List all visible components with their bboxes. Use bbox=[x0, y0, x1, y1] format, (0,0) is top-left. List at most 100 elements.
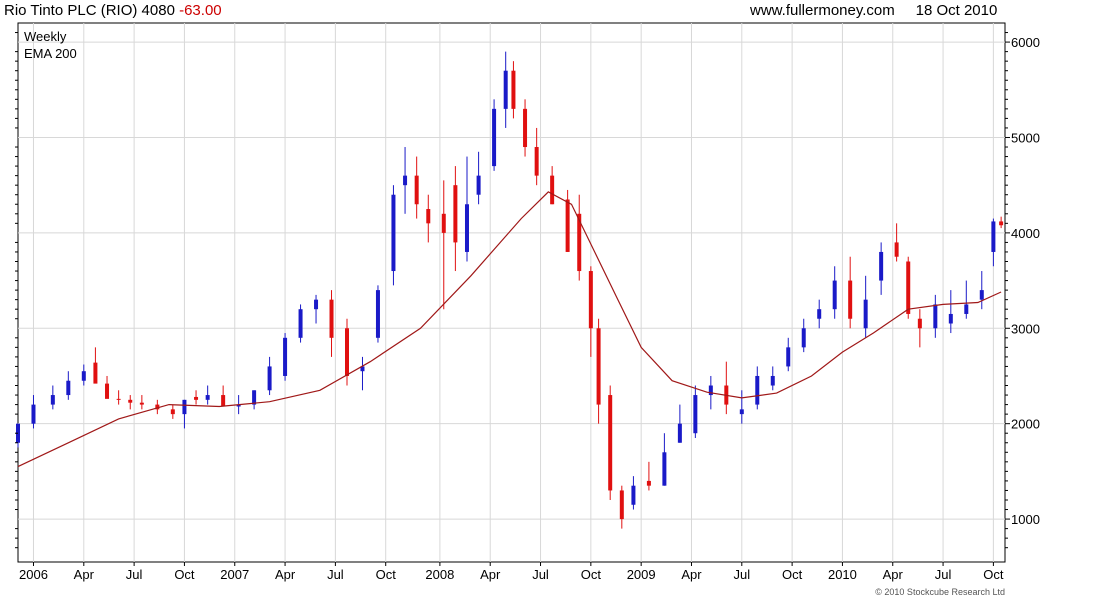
candle-body bbox=[81, 371, 86, 381]
candle-body bbox=[879, 251, 884, 281]
candle-body bbox=[786, 347, 791, 367]
candle-body bbox=[391, 194, 396, 272]
x-tick-label: 2008 bbox=[425, 567, 454, 582]
site-link[interactable]: www.fullermoney.com bbox=[750, 2, 895, 19]
x-tick-label: Oct bbox=[581, 567, 602, 582]
x-tick-label: Apr bbox=[480, 567, 501, 582]
x-tick-label: Oct bbox=[983, 567, 1004, 582]
candle-body bbox=[523, 108, 528, 148]
candle-body bbox=[403, 175, 408, 186]
candle-body bbox=[693, 395, 698, 434]
chart-header-left: Rio Tinto PLC (RIO) 4080 -63.00 bbox=[4, 2, 222, 19]
candle-body bbox=[66, 380, 71, 396]
candle-body bbox=[139, 402, 144, 405]
legend-ema: EMA 200 bbox=[24, 46, 77, 61]
candle-body bbox=[999, 221, 1004, 226]
candle-body bbox=[894, 242, 899, 257]
price-change: -63.00 bbox=[179, 2, 222, 19]
candle-body bbox=[236, 404, 241, 407]
candle-body bbox=[170, 409, 175, 415]
candle-body bbox=[194, 396, 199, 400]
candle-body bbox=[375, 290, 380, 338]
candle-body bbox=[863, 299, 868, 329]
candle-body bbox=[631, 485, 636, 505]
ema-layer bbox=[17, 191, 1002, 468]
candle-body bbox=[991, 221, 996, 252]
chart-title: Rio Tinto PLC (RIO) bbox=[4, 2, 138, 19]
candle-body bbox=[464, 204, 469, 252]
legend-weekly: Weekly bbox=[24, 29, 67, 44]
x-tick-label: Apr bbox=[883, 567, 904, 582]
candle-body bbox=[979, 290, 984, 300]
candle-body bbox=[619, 490, 624, 520]
candle-body bbox=[588, 271, 593, 329]
x-tick-label: Jul bbox=[327, 567, 344, 582]
candle-body bbox=[492, 108, 497, 167]
y-tick-label: 1000 bbox=[1011, 512, 1040, 527]
chart-date: 18 Oct 2010 bbox=[915, 2, 998, 19]
candle-body bbox=[50, 395, 55, 405]
candle-body bbox=[948, 313, 953, 324]
candle-body bbox=[577, 213, 582, 272]
candle-body bbox=[755, 375, 760, 405]
candles-layer bbox=[16, 51, 1004, 529]
candle-body bbox=[770, 375, 775, 386]
x-tick-label: Oct bbox=[782, 567, 803, 582]
x-tick-label: 2009 bbox=[627, 567, 656, 582]
candle-body bbox=[329, 299, 334, 338]
candle-body bbox=[933, 304, 938, 329]
x-tick-label: Jul bbox=[532, 567, 549, 582]
candle-body bbox=[252, 390, 257, 405]
candle-body bbox=[534, 147, 539, 176]
candle-body bbox=[283, 337, 288, 376]
candle-body bbox=[832, 280, 837, 310]
candle-body bbox=[503, 70, 508, 109]
x-tick-label: Oct bbox=[174, 567, 195, 582]
candle-body bbox=[739, 409, 744, 415]
candle-body bbox=[596, 328, 601, 405]
candle-body bbox=[345, 328, 349, 376]
x-tick-label: Apr bbox=[681, 567, 702, 582]
candle-body bbox=[906, 261, 911, 314]
candle-body bbox=[116, 398, 121, 400]
candle-body bbox=[441, 213, 446, 233]
candle-body bbox=[221, 395, 226, 407]
y-tick-label: 5000 bbox=[1011, 130, 1040, 145]
candle-body bbox=[550, 175, 555, 205]
plot-area bbox=[17, 22, 1006, 563]
candle-body bbox=[155, 404, 160, 410]
ema-line bbox=[17, 191, 1002, 468]
x-tick-label: Oct bbox=[376, 567, 397, 582]
candle-body bbox=[817, 309, 822, 319]
candle-body bbox=[801, 328, 806, 348]
candle-body bbox=[565, 199, 570, 252]
candle-body bbox=[453, 185, 458, 243]
candle-body bbox=[662, 452, 667, 486]
candle-body bbox=[105, 383, 110, 399]
y-tick-label: 4000 bbox=[1011, 226, 1040, 241]
candle-body bbox=[93, 362, 98, 384]
y-tick-label: 6000 bbox=[1011, 35, 1040, 50]
copyright-text: © 2010 Stockcube Research Ltd bbox=[875, 587, 1005, 597]
candle-body bbox=[511, 70, 516, 109]
candle-body bbox=[182, 399, 187, 415]
candle-body bbox=[128, 399, 133, 403]
candle-body bbox=[267, 366, 272, 391]
x-tick-label: Jul bbox=[126, 567, 143, 582]
x-tick-label: Apr bbox=[275, 567, 296, 582]
x-tick-label: 2010 bbox=[828, 567, 857, 582]
y-tick-label: 3000 bbox=[1011, 321, 1040, 336]
candle-body bbox=[964, 304, 969, 314]
axis-layer: 1000 2000 3000 4000 5000 6000 2006 Apr Jul Oct 200… bbox=[15, 32, 1040, 582]
candle-body bbox=[646, 480, 651, 486]
candle-body bbox=[360, 366, 365, 372]
y-tick-label: 2000 bbox=[1011, 417, 1040, 432]
chart-header-right: www.fullermoney.com 18 Oct 2010 bbox=[750, 2, 997, 19]
candle-body bbox=[314, 299, 319, 310]
grid-layer bbox=[18, 23, 1005, 562]
candle-body bbox=[677, 423, 682, 443]
candle-body bbox=[476, 175, 481, 195]
x-tick-label: Apr bbox=[74, 567, 95, 582]
last-price: 4080 bbox=[141, 2, 175, 19]
